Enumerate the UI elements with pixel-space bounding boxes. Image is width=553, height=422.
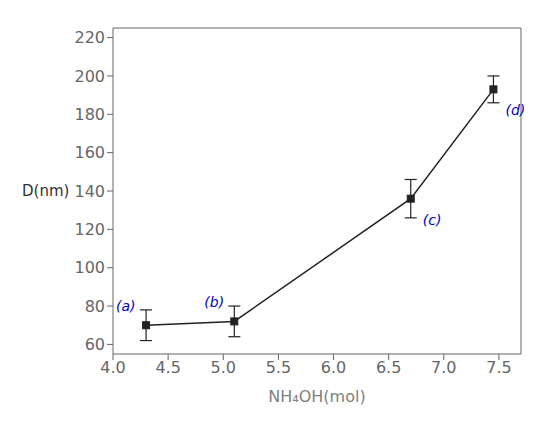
svg-text:(b): (b)	[204, 294, 224, 310]
svg-text:NH₄OH(mol): NH₄OH(mol)	[268, 387, 365, 406]
svg-text:200: 200	[74, 67, 105, 86]
svg-text:7.5: 7.5	[486, 358, 511, 377]
svg-text:220: 220	[74, 28, 105, 47]
svg-text:(a): (a)	[116, 298, 136, 314]
svg-text:180: 180	[74, 105, 105, 124]
svg-text:(c): (c)	[423, 212, 442, 228]
svg-text:6.0: 6.0	[321, 358, 346, 377]
svg-text:6.5: 6.5	[376, 358, 401, 377]
svg-text:5.0: 5.0	[211, 358, 236, 377]
svg-text:120: 120	[74, 220, 105, 239]
svg-text:60: 60	[85, 335, 105, 354]
svg-text:80: 80	[85, 297, 105, 316]
svg-text:(d): (d)	[505, 102, 525, 118]
svg-text:140: 140	[74, 182, 105, 201]
svg-text:4.5: 4.5	[155, 358, 180, 377]
svg-text:160: 160	[74, 143, 105, 162]
svg-text:D(nm): D(nm)	[22, 182, 69, 200]
svg-text:7.0: 7.0	[431, 358, 456, 377]
svg-text:100: 100	[74, 258, 105, 277]
svg-text:4.0: 4.0	[100, 358, 125, 377]
svg-text:5.5: 5.5	[266, 358, 291, 377]
